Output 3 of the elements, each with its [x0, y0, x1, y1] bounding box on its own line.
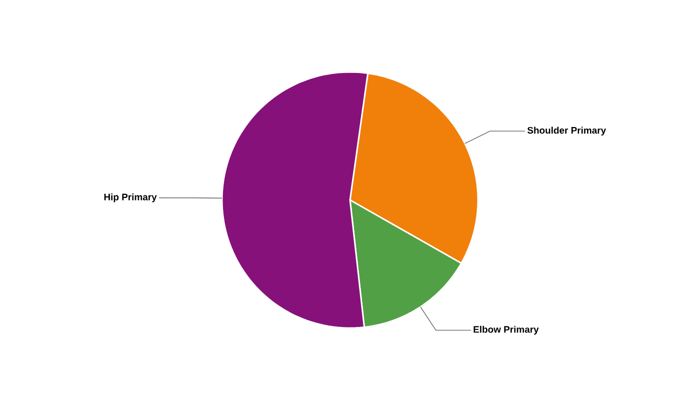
slice-label: Elbow Primary: [474, 326, 539, 335]
slice-label: Hip Primary: [104, 193, 157, 202]
slice-label: Shoulder Primary: [527, 126, 606, 136]
